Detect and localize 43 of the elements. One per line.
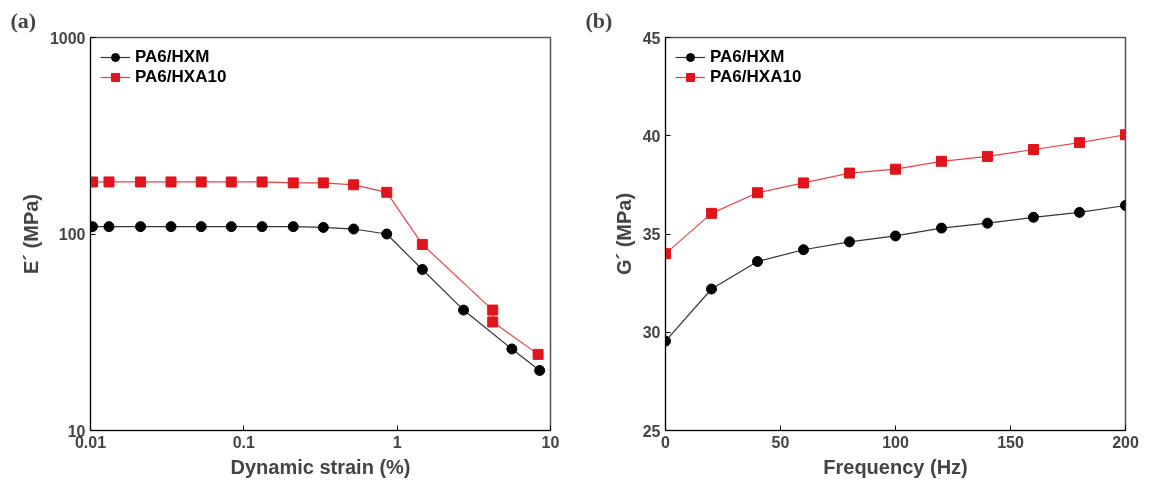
y-tick-label: 30 bbox=[642, 324, 661, 342]
y-tick-label: 40 bbox=[642, 127, 661, 145]
point bbox=[982, 217, 993, 229]
point bbox=[752, 256, 763, 267]
y-tick-label: 100 bbox=[58, 226, 86, 243]
x-tick-label: 100 bbox=[882, 433, 909, 451]
point bbox=[982, 150, 993, 162]
point bbox=[798, 244, 809, 256]
point bbox=[706, 207, 717, 219]
y-axis-title: E´ (MPa) bbox=[19, 194, 42, 274]
point bbox=[1074, 137, 1085, 149]
y-tick-label: 45 bbox=[642, 29, 661, 47]
x-tick-label: 0.1 bbox=[232, 433, 256, 451]
point bbox=[890, 163, 901, 175]
y-tick-label: 1000 bbox=[49, 29, 86, 47]
point bbox=[798, 177, 809, 189]
y-axis-title: G´ (MPa) bbox=[612, 192, 635, 276]
y-tick-label: 35 bbox=[642, 226, 661, 243]
point bbox=[1028, 211, 1039, 223]
point bbox=[1028, 144, 1039, 156]
x-tick-label: 10 bbox=[541, 433, 560, 451]
x-tick-label: 50 bbox=[771, 433, 790, 451]
x-tick-label: 150 bbox=[997, 433, 1024, 451]
x-axis-title: Dynamic strain (%) bbox=[230, 455, 411, 478]
point bbox=[752, 187, 763, 199]
legend-label: PA6/HXA10 bbox=[135, 67, 227, 87]
chart-title: (a) bbox=[10, 7, 37, 33]
x-axis-title: Frequency (Hz) bbox=[823, 455, 968, 478]
point bbox=[844, 167, 855, 179]
legend-label: PA6/HXM bbox=[135, 47, 210, 67]
point bbox=[1074, 206, 1085, 218]
point bbox=[706, 283, 717, 295]
point bbox=[890, 230, 901, 242]
legend-label: PA6/HXM bbox=[710, 47, 785, 67]
chart-title: (b) bbox=[585, 7, 613, 33]
point bbox=[936, 222, 947, 234]
y-tick-label: 25 bbox=[642, 422, 661, 440]
point bbox=[936, 155, 947, 167]
x-tick-label: 1 bbox=[392, 433, 402, 451]
x-tick-label: 0 bbox=[661, 433, 671, 451]
point bbox=[844, 236, 855, 248]
x-tick-label: 200 bbox=[1112, 433, 1139, 451]
legend-label: PA6/HXA10 bbox=[710, 67, 802, 87]
